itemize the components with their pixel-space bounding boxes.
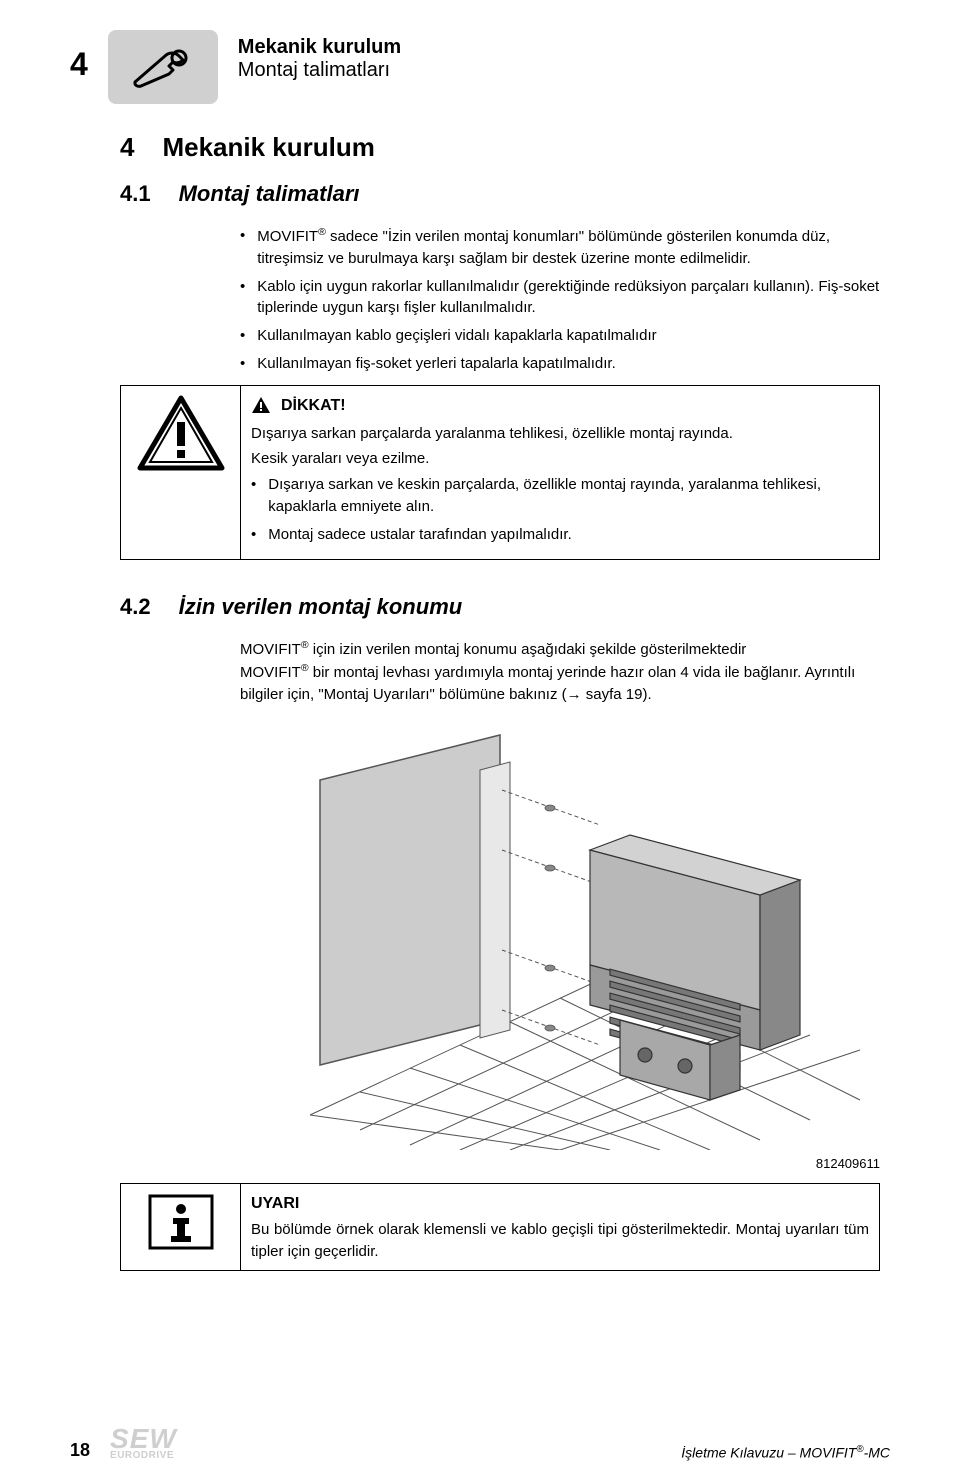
footer-right: İşletme Kılavuzu – MOVIFIT®-MC bbox=[681, 1444, 890, 1461]
section-4-2-num: 4.2 bbox=[120, 594, 151, 620]
mounting-figure bbox=[240, 720, 880, 1150]
info-icon-cell bbox=[121, 1183, 241, 1271]
reg-mark: ® bbox=[856, 1444, 863, 1455]
info-notice: UYARI Bu bölümde örnek olarak klemensli … bbox=[120, 1183, 880, 1272]
section-4-1-title: Montaj talimatları bbox=[179, 181, 360, 207]
info-body: Bu bölümde örnek olarak klemensli ve kab… bbox=[251, 1219, 869, 1263]
warning-small-icon bbox=[251, 396, 271, 414]
section-4-heading: 4 Mekanik kurulum bbox=[120, 132, 890, 163]
text: Dışarıya sarkan ve keskin parçalarda, öz… bbox=[268, 474, 869, 518]
text-line: MOVIFIT® bir montaj levhası yardımıyla m… bbox=[240, 661, 880, 706]
info-heading: UYARI bbox=[251, 1192, 869, 1215]
list-item: Kablo için uygun rakorlar kullanılmalıdı… bbox=[240, 276, 880, 320]
text: için izin verilen montaj konumu aşağıdak… bbox=[309, 641, 747, 658]
caution-body: Dışarıya sarkan parçalarda yaralanma teh… bbox=[251, 423, 869, 546]
text: MOVIFIT bbox=[257, 228, 318, 245]
section-4-1-heading: 4.1 Montaj talimatları bbox=[120, 181, 890, 207]
page-footer: 18 SEW EURODRIVE İşletme Kılavuzu – MOVI… bbox=[70, 1428, 890, 1461]
logo-main: SEW bbox=[110, 1428, 177, 1450]
reg-mark: ® bbox=[301, 639, 309, 651]
text: Kullanılmayan kablo geçişleri vidalı kap… bbox=[257, 325, 880, 347]
wrench-icon bbox=[108, 30, 218, 104]
text: Kesik yaraları veya ezilme. bbox=[251, 448, 869, 470]
list-item: Kullanılmayan kablo geçişleri vidalı kap… bbox=[240, 325, 880, 347]
list-item: Montaj sadece ustalar tarafından yapılma… bbox=[251, 524, 869, 546]
caution-heading-row: DİKKAT! bbox=[251, 394, 869, 417]
section-4-1-body: MOVIFIT® sadece "İzin verilen montaj kon… bbox=[240, 225, 880, 375]
text: -MC bbox=[864, 1445, 890, 1461]
reg-mark: ® bbox=[318, 226, 326, 238]
caution-icon-cell bbox=[121, 385, 241, 560]
header-titles: Mekanik kurulum Montaj talimatları bbox=[238, 30, 401, 82]
info-content-cell: UYARI Bu bölümde örnek olarak klemensli … bbox=[241, 1183, 880, 1271]
section-4-2-heading: 4.2 İzin verilen montaj konumu bbox=[120, 594, 890, 620]
sew-logo: SEW EURODRIVE bbox=[110, 1428, 177, 1461]
caution-heading: DİKKAT! bbox=[281, 394, 346, 417]
figure-id: 812409611 bbox=[70, 1156, 880, 1171]
header-title-main: Mekanik kurulum bbox=[238, 36, 401, 59]
text: MOVIFIT bbox=[240, 664, 301, 681]
section-4-1-num: 4.1 bbox=[120, 181, 151, 207]
list-item: Kullanılmayan fiş-soket yerleri tapalarl… bbox=[240, 353, 880, 375]
text: Kullanılmayan fiş-soket yerleri tapalarl… bbox=[257, 353, 880, 375]
text: Kablo için uygun rakorlar kullanılmalıdı… bbox=[257, 276, 880, 320]
caution-content-cell: DİKKAT! Dışarıya sarkan parçalarda yaral… bbox=[241, 385, 880, 560]
text: sadece "İzin verilen montaj konumları" b… bbox=[257, 228, 830, 267]
section-4-2-body: MOVIFIT® için izin verilen montaj konumu… bbox=[240, 638, 880, 705]
text-line: MOVIFIT® için izin verilen montaj konumu… bbox=[240, 638, 880, 661]
header-title-sub: Montaj talimatları bbox=[238, 59, 401, 82]
list-item: MOVIFIT® sadece "İzin verilen montaj kon… bbox=[240, 225, 880, 270]
warning-triangle-icon bbox=[136, 394, 226, 474]
text: bir montaj levhası yardımıyla montaj yer… bbox=[240, 664, 855, 703]
text: MOVIFIT bbox=[240, 641, 301, 658]
text: Montaj sadece ustalar tarafından yapılma… bbox=[268, 524, 869, 546]
page-number: 18 bbox=[70, 1440, 90, 1461]
section-4-num: 4 bbox=[120, 132, 134, 163]
list-item: Dışarıya sarkan ve keskin parçalarda, öz… bbox=[251, 474, 869, 518]
section-4-1-bullets: MOVIFIT® sadece "İzin verilen montaj kon… bbox=[240, 225, 880, 375]
section-4-2-title: İzin verilen montaj konumu bbox=[179, 594, 463, 620]
section-4-title: Mekanik kurulum bbox=[162, 132, 374, 163]
reg-mark: ® bbox=[301, 662, 309, 674]
text: Dışarıya sarkan parçalarda yaralanma teh… bbox=[251, 423, 869, 445]
text: İşletme Kılavuzu – MOVIFIT bbox=[681, 1445, 856, 1461]
info-icon bbox=[146, 1192, 216, 1252]
page-header: 4 Mekanik kurulum Montaj talimatları bbox=[70, 30, 890, 104]
logo-sub: EURODRIVE bbox=[110, 1450, 174, 1461]
caution-notice: DİKKAT! Dışarıya sarkan parçalarda yaral… bbox=[120, 385, 880, 561]
chapter-number: 4 bbox=[70, 46, 88, 83]
